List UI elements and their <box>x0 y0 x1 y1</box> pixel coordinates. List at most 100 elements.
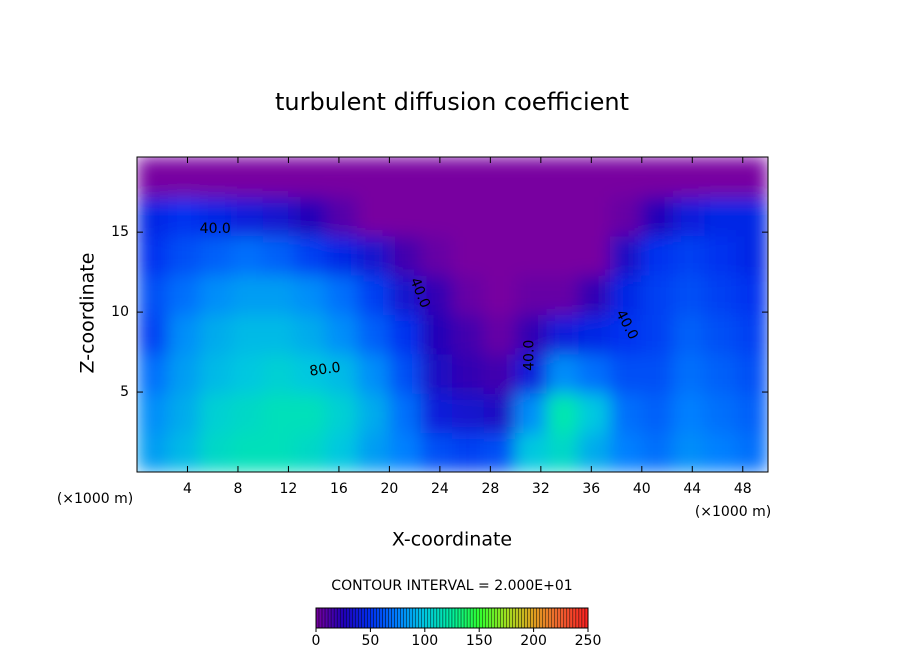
colorbar-stripe <box>343 607 347 629</box>
colorbar-tick-label: 150 <box>466 633 493 649</box>
field-cell <box>357 392 390 434</box>
field-cell <box>578 235 611 276</box>
colorbar-tick-label: 200 <box>520 633 547 649</box>
field-cell <box>325 195 359 237</box>
field-cell <box>578 432 611 472</box>
field-cell <box>735 432 768 472</box>
field-cell <box>388 314 422 355</box>
colorbar-stripe <box>406 607 410 629</box>
field-cell <box>137 235 170 276</box>
field-cell <box>609 432 643 472</box>
field-cell <box>325 432 359 472</box>
field-cell <box>546 314 580 355</box>
colorbar-stripe <box>424 607 429 629</box>
field-cell <box>735 353 768 394</box>
colorbar-stripe <box>448 607 453 629</box>
colorbar-stripe <box>466 607 471 629</box>
colorbar-stripe <box>349 607 353 629</box>
colorbar-stripe <box>358 607 362 629</box>
field-cell <box>452 314 485 355</box>
field-cell <box>515 432 548 472</box>
colorbar-stripe <box>400 607 404 629</box>
colorbar-stripe <box>575 607 580 629</box>
field-cell <box>388 157 422 197</box>
field-cell <box>168 195 201 237</box>
colorbar-stripe <box>485 607 489 629</box>
chart-title: turbulent diffusion coefficient <box>275 88 629 116</box>
x-tick-label: 44 <box>683 481 701 497</box>
colorbar-stripe <box>572 607 577 629</box>
field-cell <box>672 157 706 197</box>
field-cell <box>672 235 706 276</box>
colorbar-stripe <box>339 607 344 629</box>
field-cell <box>452 195 485 237</box>
field-cell <box>515 274 548 315</box>
field-cell <box>325 274 359 315</box>
colorbar-stripe <box>379 607 383 629</box>
colorbar-tick-label: 100 <box>411 633 438 649</box>
field-cell <box>704 392 737 434</box>
field-cell <box>168 392 201 434</box>
colorbar-stripe <box>506 607 510 629</box>
contour-label: 80.0 <box>308 360 341 380</box>
colorbar-stripe <box>352 607 356 629</box>
y-tick-label: 15 <box>111 224 129 240</box>
x-tick-label: 40 <box>633 481 651 497</box>
field-cell <box>294 274 327 315</box>
field-cell <box>325 353 359 394</box>
field-cell <box>483 274 517 315</box>
field-cell <box>357 274 390 315</box>
field-cell <box>704 195 737 237</box>
field-cell <box>262 392 296 434</box>
field-cell <box>546 432 580 472</box>
field-cell <box>483 195 517 237</box>
field-cell <box>137 157 170 197</box>
field-cell <box>262 353 296 394</box>
field-cell <box>609 353 643 394</box>
x-tick-label: 28 <box>481 481 499 497</box>
field-cell <box>137 432 170 472</box>
field-cell <box>483 314 517 355</box>
x-tick-label: 20 <box>380 481 398 497</box>
field-cell <box>388 235 422 276</box>
field-cell <box>452 353 485 394</box>
field-cell <box>452 274 485 315</box>
field-cell <box>168 235 201 276</box>
field-cell <box>515 392 548 434</box>
field-cell <box>137 392 170 434</box>
field-cell <box>578 392 611 434</box>
field-cell <box>452 235 485 276</box>
field-cell <box>578 157 611 197</box>
field-cell <box>231 392 264 434</box>
field-cell <box>388 195 422 237</box>
colorbar-stripe <box>355 607 359 629</box>
field-cell <box>199 235 233 276</box>
colorbar-stripe <box>560 607 565 629</box>
colorbar-stripe <box>569 607 574 629</box>
colorbar-stripe <box>321 607 326 629</box>
field-cell <box>420 274 453 315</box>
field-cell <box>515 353 548 394</box>
field-cell <box>231 314 264 355</box>
colorbar-stripe <box>318 607 323 629</box>
colorbar-stripe <box>391 607 395 629</box>
colorbar-stripe <box>361 607 365 629</box>
field-cell <box>672 353 706 394</box>
field-cell <box>704 432 737 472</box>
colorbar-stripe <box>388 607 392 629</box>
colorbar-stripe <box>385 607 389 629</box>
field-cell <box>325 392 359 434</box>
y-axis-label: Z-coordinate <box>77 253 99 374</box>
field-cell <box>388 353 422 394</box>
field-cell <box>294 157 327 197</box>
field-cell <box>294 392 327 434</box>
colorbar-stripe <box>563 607 568 629</box>
colorbar-stripe <box>346 607 350 629</box>
field-cell <box>515 157 548 197</box>
colorbar-stripe <box>551 607 555 629</box>
field-cell <box>735 274 768 315</box>
colorbar-stripe <box>539 607 543 629</box>
field-cell <box>357 157 390 197</box>
colorbar-stripe <box>421 607 425 629</box>
field-cell <box>262 235 296 276</box>
